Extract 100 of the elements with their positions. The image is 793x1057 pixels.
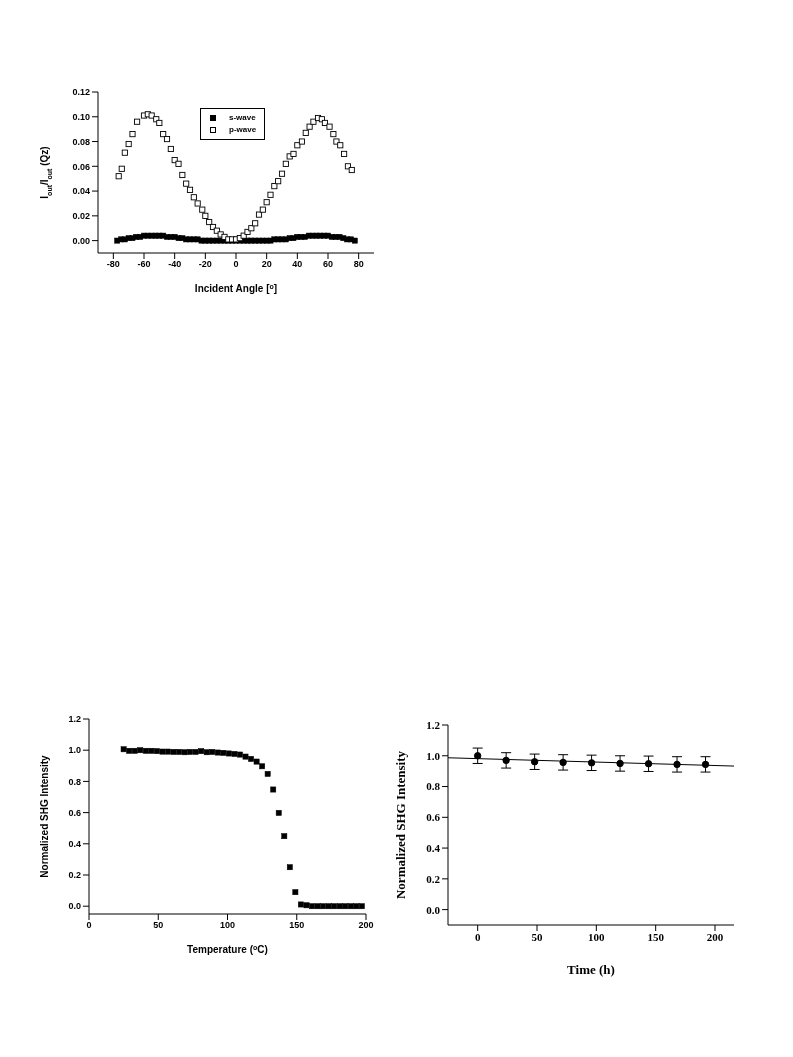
point — [320, 903, 326, 910]
point — [170, 749, 177, 755]
point — [309, 903, 315, 910]
x-tick-label: -80 — [106, 259, 120, 270]
y-tick-label: 0.2 — [68, 870, 81, 881]
y-tick-label: 1.2 — [426, 718, 441, 731]
y-tick-label: 0.10 — [72, 111, 90, 122]
point — [281, 833, 288, 840]
x-tick-label: 150 — [647, 930, 665, 943]
point — [303, 902, 310, 909]
legend-label: s-wave — [229, 112, 256, 124]
y-tick-label: 0.06 — [72, 161, 90, 172]
point — [142, 747, 149, 754]
point — [644, 760, 653, 768]
point — [165, 748, 171, 755]
y-tick-label: 0.04 — [72, 186, 90, 197]
point — [203, 749, 210, 756]
point — [176, 749, 182, 755]
point — [331, 903, 337, 910]
y-tick-label: 1.0 — [68, 745, 81, 756]
point — [137, 747, 144, 754]
x-tick-label: 20 — [261, 259, 272, 270]
y-axis-title: Normalized SHG Intensity — [393, 750, 408, 900]
x-tick-label: 0 — [86, 920, 92, 931]
point — [264, 771, 271, 777]
point — [275, 810, 282, 816]
point — [502, 756, 510, 765]
y-tick-label: 0.4 — [426, 841, 441, 854]
x-tick-label: 60 — [322, 259, 334, 270]
x-tick-label: 100 — [219, 920, 236, 931]
y-tick-label: 0.00 — [72, 235, 90, 246]
point — [148, 747, 155, 754]
point — [298, 901, 304, 908]
x-tick-label: 50 — [531, 930, 543, 943]
x-tick-label: 0 — [233, 259, 239, 270]
point — [237, 751, 243, 758]
x-tick-label: -60 — [137, 259, 151, 270]
point — [336, 903, 343, 910]
x-tick-label: -20 — [198, 259, 212, 270]
y-tick-label: 0.12 — [72, 87, 90, 98]
legend-label: p-wave — [229, 124, 257, 136]
point — [181, 749, 188, 756]
y-tick-label: 1.2 — [68, 714, 81, 725]
y-tick-label: 0.8 — [68, 776, 81, 787]
point — [154, 748, 160, 754]
y-tick-label: 0.2 — [426, 872, 441, 885]
point — [587, 759, 596, 767]
point — [359, 903, 365, 910]
point — [473, 752, 482, 760]
y-tick-label: 0.6 — [426, 811, 441, 824]
y-tick-label: 0.0 — [68, 901, 81, 912]
y-axis-title: Normalized SHG Intensity — [39, 754, 50, 878]
point — [259, 763, 265, 770]
x-axis-title: Incident Angle [$^{o}$] — [194, 282, 278, 294]
point — [248, 756, 254, 762]
y-tick-label: 0.6 — [68, 807, 81, 818]
x-axis-title: Temperature ($^{o}$C) — [187, 943, 268, 955]
x-tick-label: 200 — [706, 930, 724, 943]
x-tick-label: 0 — [474, 930, 481, 943]
y-tick-label: 0.8 — [426, 780, 441, 793]
point — [270, 786, 277, 793]
point — [192, 749, 199, 755]
point — [126, 747, 133, 754]
point — [131, 747, 138, 754]
point — [187, 749, 193, 755]
point — [198, 748, 205, 754]
x-tick-label: 40 — [292, 259, 303, 270]
point — [231, 751, 238, 757]
point — [673, 760, 681, 769]
x-tick-label: 150 — [289, 920, 305, 931]
x-tick-label: 50 — [153, 920, 164, 931]
point — [701, 760, 710, 769]
y-tick-label: 0.08 — [72, 136, 90, 147]
point — [353, 903, 360, 910]
point — [559, 758, 567, 767]
point — [209, 749, 216, 755]
x-tick-label: -40 — [168, 259, 182, 270]
x-tick-label: 100 — [588, 930, 606, 943]
point — [214, 749, 221, 756]
point — [242, 753, 249, 760]
point — [314, 903, 321, 910]
x-tick-label: 200 — [358, 920, 374, 931]
point — [347, 903, 354, 910]
point — [616, 759, 624, 768]
point — [220, 750, 227, 756]
y-tick-label: 1.0 — [426, 749, 441, 762]
x-tick-label: 80 — [353, 259, 364, 270]
point — [342, 903, 349, 910]
y-tick-label: 0.0 — [426, 903, 441, 916]
point — [530, 758, 539, 766]
point — [226, 750, 232, 757]
point — [325, 903, 332, 910]
y-tick-label: 0.4 — [68, 838, 81, 849]
point — [159, 748, 166, 755]
point — [286, 864, 293, 871]
point — [253, 758, 260, 765]
point — [292, 889, 299, 896]
point — [120, 746, 127, 753]
y-tick-label: 0.02 — [72, 211, 90, 222]
x-axis-title: Time (h) — [567, 962, 615, 977]
